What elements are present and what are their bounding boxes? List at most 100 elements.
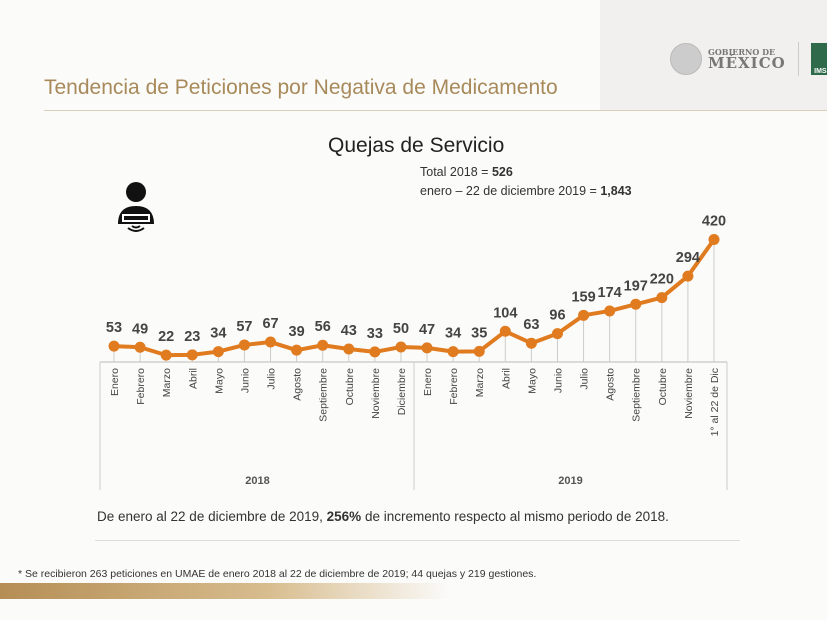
data-point — [630, 298, 642, 310]
data-label: 159 — [571, 289, 595, 305]
data-label: 23 — [184, 329, 200, 345]
data-point — [682, 270, 694, 282]
total-value: 1,843 — [600, 184, 632, 198]
data-point — [447, 346, 459, 358]
data-label: 47 — [419, 322, 435, 338]
footnote: * Se recibieron 263 peticiones en UMAE d… — [18, 568, 537, 580]
total-2018: Total 2018 = 526 — [420, 165, 513, 179]
tick-label: Abril — [500, 368, 512, 389]
data-label: 22 — [158, 329, 174, 345]
data-label: 104 — [493, 305, 517, 321]
group-label: 2019 — [558, 475, 582, 487]
tick-label: Junio — [552, 368, 564, 393]
note-percent: 256% — [326, 509, 362, 524]
data-label: 33 — [367, 326, 383, 342]
data-label: 174 — [598, 285, 622, 301]
tick-label: Julio — [579, 368, 591, 390]
data-label: 67 — [262, 316, 278, 332]
note-text: De enero al 22 de diciembre de 2019, — [97, 509, 327, 524]
data-point — [108, 340, 120, 352]
chart-title: Quejas de Servicio — [328, 134, 505, 157]
data-point — [656, 292, 668, 304]
note: De enero al 22 de diciembre de 2019, 256… — [97, 507, 737, 526]
line-chart: 2018 2019 Enero Febrero Marzo Abril Mayo Junio J… — [99, 214, 728, 490]
tick-label: 1° al 22 de Dic — [709, 368, 721, 436]
tick-label: Mayo — [526, 368, 538, 394]
divider — [797, 42, 799, 76]
series-line — [113, 238, 716, 358]
tick-label: Mayo — [213, 368, 225, 394]
tick-label: Agosto — [292, 368, 304, 401]
data-label: 50 — [393, 321, 409, 337]
seal-icon — [670, 43, 702, 75]
data-label: 34 — [210, 326, 226, 342]
tick-label: Marzo — [474, 368, 486, 397]
gob-line1: GOBIERNO DE — [708, 46, 776, 57]
data-point — [291, 344, 303, 356]
tick-label: Septiembre — [318, 368, 330, 422]
person-icon — [118, 182, 154, 232]
data-label: 294 — [676, 250, 700, 266]
data-point — [212, 346, 224, 358]
data-point — [186, 349, 198, 361]
total-label: Total 2018 = — [420, 165, 492, 179]
tick-label: Octubre — [657, 368, 669, 406]
tick-label: Octubre — [344, 368, 356, 406]
data-label: 197 — [624, 278, 648, 294]
total-2019: enero – 22 de diciembre 2019 = 1,843 — [420, 184, 632, 198]
header-panel — [600, 0, 827, 110]
gob-line2: MÉXICO — [708, 53, 786, 72]
data-point — [317, 339, 329, 351]
tick-label: Enero — [422, 368, 434, 396]
data-point — [265, 336, 277, 348]
data-point — [604, 305, 616, 317]
tick-label: Febrero — [448, 368, 460, 405]
data-point — [473, 345, 485, 357]
data-point — [134, 341, 146, 353]
data-point — [421, 342, 433, 354]
title-rule — [44, 110, 827, 111]
data-point — [578, 309, 590, 321]
logos: GOBIERNO DE MÉXICO IMSS — [670, 42, 827, 76]
data-label: 220 — [650, 272, 674, 288]
data-point — [160, 349, 172, 361]
data-label: 420 — [702, 214, 726, 230]
tick-label: Noviembre — [370, 368, 382, 419]
data-point — [369, 346, 381, 358]
total-label: enero – 22 de diciembre 2019 = — [420, 184, 601, 198]
tick-label: Julio — [266, 368, 278, 390]
tick-label: Noviembre — [683, 368, 695, 419]
tick-label: Enero — [109, 368, 121, 396]
tick-label: Junio — [239, 368, 251, 393]
tick-label: Abril — [187, 368, 199, 389]
data-point — [395, 341, 407, 353]
total-value: 526 — [491, 165, 513, 179]
decorative-bar — [0, 583, 450, 599]
data-label: 63 — [523, 317, 539, 333]
tick-label: Septiembre — [631, 368, 643, 422]
data-point — [551, 328, 563, 340]
tick-label: Marzo — [161, 368, 173, 397]
data-point — [343, 343, 355, 355]
page-title: Tendencia de Peticiones por Negativa de … — [44, 76, 558, 99]
gob-logo: GOBIERNO DE MÉXICO — [708, 48, 786, 71]
tick-label: Agosto — [605, 368, 617, 401]
data-point — [525, 337, 537, 349]
tick-label: Febrero — [135, 368, 147, 405]
data-label: 53 — [106, 320, 122, 336]
data-label: 56 — [315, 319, 331, 335]
data-label: 96 — [549, 308, 565, 324]
data-label: 57 — [236, 319, 252, 335]
data-label: 34 — [445, 326, 461, 342]
data-point — [708, 234, 720, 245]
data-label: 35 — [471, 325, 487, 341]
note-text: de incremento respecto al mismo periodo … — [361, 509, 669, 524]
imss-logo: IMSS — [810, 43, 827, 75]
data-point — [238, 339, 250, 351]
tick-label: Diciembre — [396, 368, 408, 415]
data-point — [499, 325, 511, 337]
divider — [95, 540, 740, 541]
group-label: 2018 — [245, 475, 269, 487]
data-label: 39 — [289, 324, 305, 340]
data-label: 49 — [132, 321, 148, 337]
